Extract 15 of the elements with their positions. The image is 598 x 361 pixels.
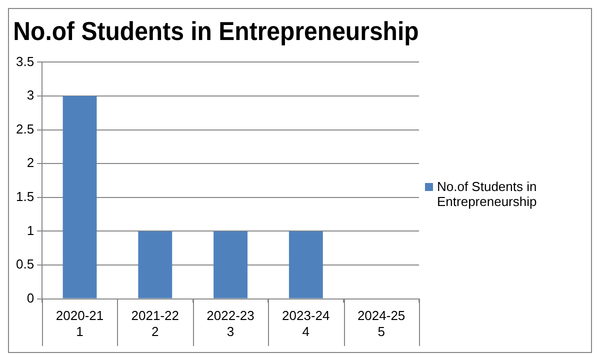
y-tick-label: 0.5 (16, 256, 34, 272)
y-tick-label: 2 (26, 155, 34, 170)
y-tick-label: 3 (26, 88, 34, 103)
legend-label: No.of Students in Entrepreneurship (437, 179, 538, 209)
y-tick-label: 1 (26, 222, 34, 238)
y-tick-label: 3.5 (16, 54, 34, 69)
chart-title: No.of Students in Entrepreneurship (13, 16, 419, 46)
x-tick-label: 2021-22 2 (131, 308, 180, 339)
y-tick-label: 1.5 (16, 188, 34, 204)
x-tick-label: 2024-25 5 (357, 308, 406, 339)
y-tick-label: 0 (26, 290, 34, 306)
x-tick-label: 2022-23 3 (206, 308, 254, 339)
x-tick-label: 2023-24 4 (282, 308, 330, 339)
x-tick-label: 2020-21 1 (56, 308, 104, 339)
y-tick-label: 2.5 (16, 121, 34, 136)
